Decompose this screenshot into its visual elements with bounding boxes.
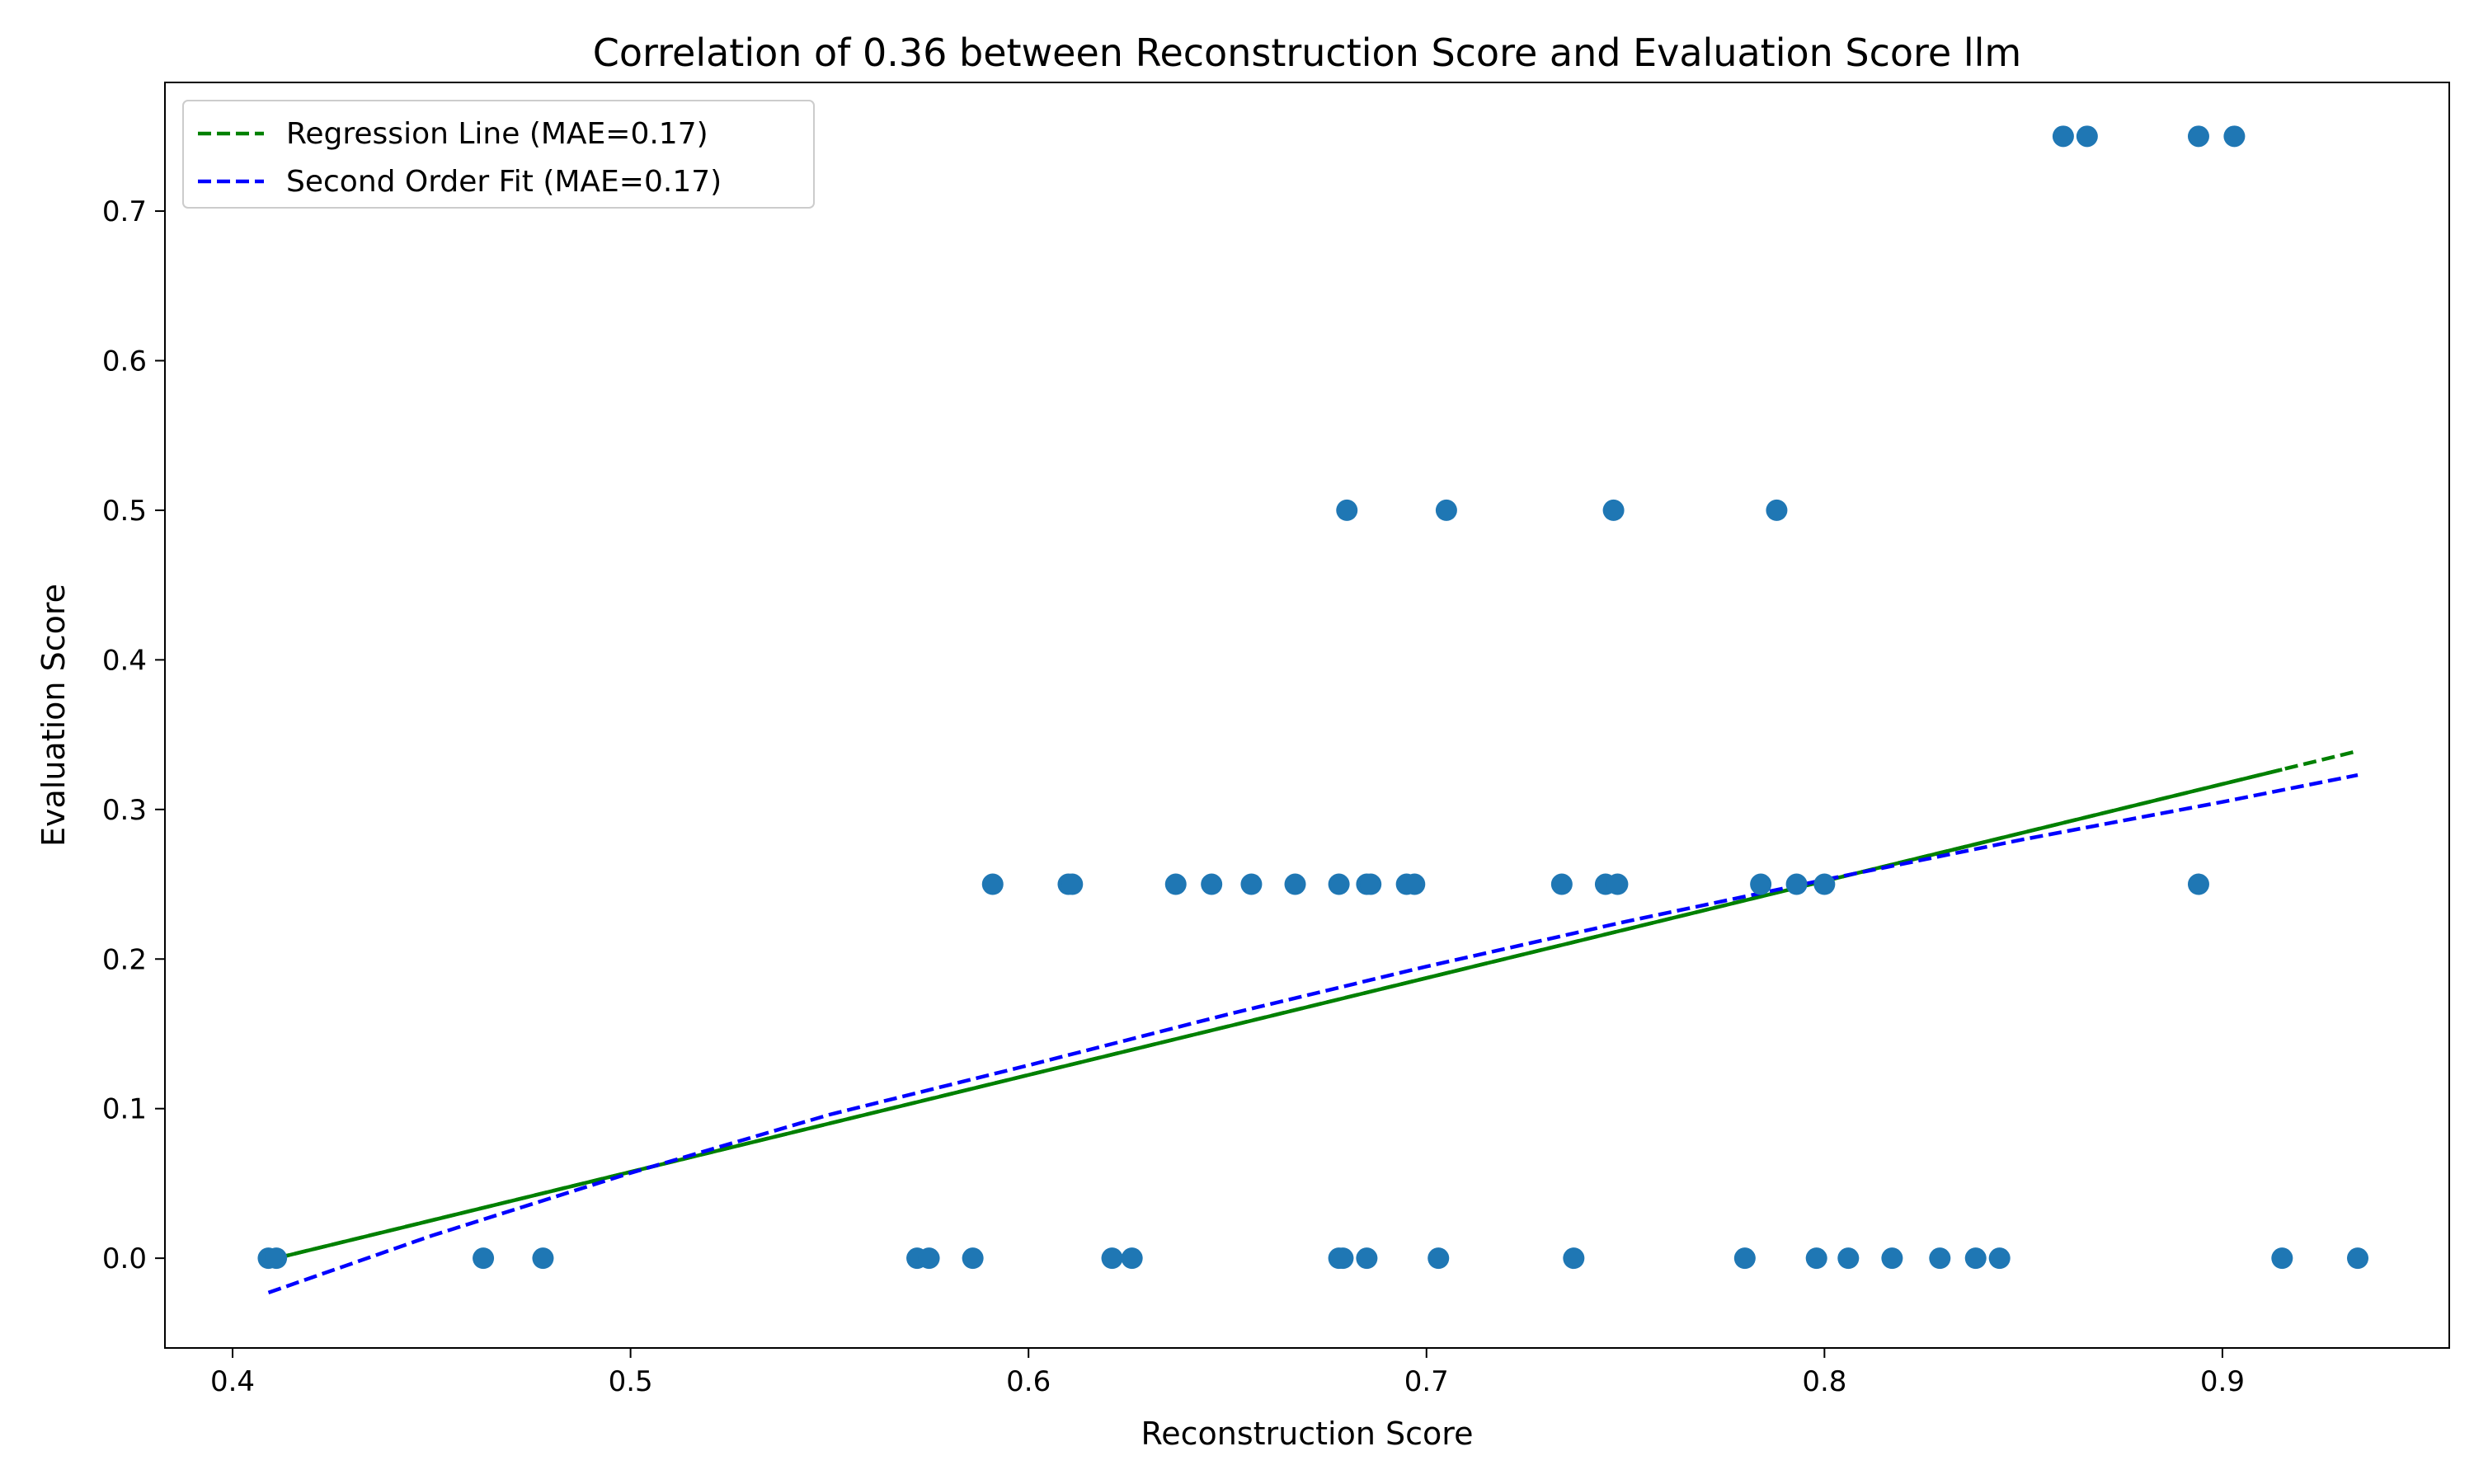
plot-frame xyxy=(164,82,2450,1349)
data-point xyxy=(473,1247,495,1270)
legend-label: Regression Line (MAE=0.17) xyxy=(286,117,708,151)
data-point xyxy=(1606,873,1629,895)
data-point xyxy=(1328,873,1350,895)
x-axis-label: Reconstruction Score xyxy=(1141,1416,1474,1452)
chart-title: Correlation of 0.36 between Reconstructi… xyxy=(593,31,2021,75)
data-point xyxy=(1602,499,1625,521)
x-tick-label: 0.9 xyxy=(2200,1365,2245,1398)
data-point xyxy=(1121,1247,1143,1270)
legend: Regression Line (MAE=0.17) Second Order F… xyxy=(182,100,815,209)
data-point xyxy=(1733,1247,1756,1270)
data-point xyxy=(1435,499,1457,521)
data-point xyxy=(1766,499,1788,521)
data-point xyxy=(1805,1247,1827,1270)
x-tick-label: 0.4 xyxy=(210,1365,255,1398)
x-tick-label: 0.5 xyxy=(609,1365,653,1398)
data-point xyxy=(1164,873,1187,895)
data-point xyxy=(1988,1247,2011,1270)
data-point xyxy=(2271,1247,2293,1270)
x-tick-label: 0.7 xyxy=(1404,1365,1449,1398)
data-point xyxy=(962,1247,984,1270)
y-tick-label: 0.2 xyxy=(102,943,147,976)
data-point xyxy=(1813,873,1836,895)
data-point xyxy=(1550,873,1573,895)
y-tick-label: 0.5 xyxy=(102,495,147,528)
x-axis: 0.4 0.5 0.6 0.7 0.8 0.9 xyxy=(210,1348,2245,1398)
x-tick-label: 0.6 xyxy=(1006,1365,1051,1398)
data-point xyxy=(2052,125,2074,148)
data-point xyxy=(1336,499,1358,521)
data-point xyxy=(1427,1247,1450,1270)
data-point xyxy=(1785,873,1808,895)
data-point xyxy=(266,1247,288,1270)
data-point xyxy=(2223,125,2246,148)
plot-area xyxy=(257,125,2369,1295)
data-point xyxy=(1356,1247,1378,1270)
data-point xyxy=(532,1247,554,1270)
y-axis: 0.0 0.1 0.2 0.3 0.4 0.5 0.6 0.7 xyxy=(102,195,165,1275)
data-point xyxy=(2187,873,2209,895)
data-point xyxy=(1750,873,1772,895)
data-point xyxy=(1964,1247,1987,1270)
second-order-fit-line xyxy=(267,773,2359,1295)
y-tick-label: 0.3 xyxy=(102,794,147,827)
legend-box xyxy=(182,100,815,209)
data-point xyxy=(918,1247,940,1270)
data-point xyxy=(1101,1247,1123,1270)
data-point xyxy=(1563,1247,1585,1270)
data-point xyxy=(1240,873,1263,895)
y-tick-label: 0.7 xyxy=(102,195,147,228)
data-point xyxy=(1404,873,1426,895)
data-point xyxy=(1284,873,1306,895)
data-point xyxy=(1929,1247,1951,1270)
data-point xyxy=(1360,873,1382,895)
data-point xyxy=(981,873,1004,895)
data-point xyxy=(1061,873,1084,895)
data-point xyxy=(1837,1247,1860,1270)
regression-line-solid xyxy=(275,768,2283,1261)
data-point xyxy=(2076,125,2098,148)
data-point xyxy=(2347,1247,2369,1270)
data-point xyxy=(1332,1247,1354,1270)
x-tick-label: 0.8 xyxy=(1802,1365,1846,1398)
y-axis-label: Evaluation Score xyxy=(35,584,72,847)
legend-label: Second Order Fit (MAE=0.17) xyxy=(286,165,722,199)
y-tick-label: 0.1 xyxy=(102,1093,147,1126)
y-tick-label: 0.0 xyxy=(102,1242,147,1275)
y-tick-label: 0.6 xyxy=(102,345,147,378)
y-tick-label: 0.4 xyxy=(102,644,147,677)
data-point xyxy=(2187,125,2209,148)
data-point xyxy=(1881,1247,1903,1270)
data-point xyxy=(1201,873,1223,895)
